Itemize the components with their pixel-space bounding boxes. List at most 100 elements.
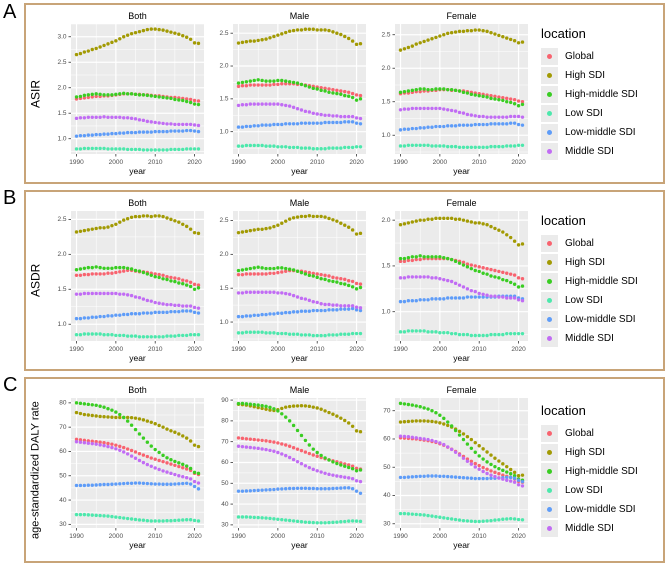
svg-text:40: 40 [383,492,391,499]
legend-item-high-sdi: High SDI [541,253,663,272]
svg-text:2.5: 2.5 [57,216,66,223]
svg-text:1.0: 1.0 [57,135,66,142]
legend-item-label: High-middle SDI [565,465,638,477]
svg-text:Male: Male [290,385,310,395]
svg-text:1.0: 1.0 [219,128,228,135]
svg-text:2000: 2000 [271,346,286,353]
svg-text:70: 70 [383,407,391,414]
legend-item-low-sdi: Low SDI [541,481,663,500]
svg-text:1.5: 1.5 [57,110,66,117]
svg-text:2000: 2000 [271,159,286,166]
svg-text:2010: 2010 [310,533,325,540]
y-axis-label-daly: age-standardized DALY rate [29,401,42,539]
svg-text:50: 50 [59,472,67,479]
legend-key-dot-icon [541,481,558,499]
legend-item-high-sdi: High SDI [541,66,663,85]
legend-key-dot-icon [541,330,558,347]
svg-text:90: 90 [221,397,229,404]
legend-key-dot-icon [541,500,558,518]
svg-text:2.5: 2.5 [219,217,228,224]
svg-text:1990: 1990 [69,533,84,540]
panel-letter-a: A [3,1,17,23]
svg-text:2010: 2010 [148,159,163,166]
svg-text:Female: Female [446,11,476,21]
legend-item-global: Global [541,234,663,253]
legend-key-dot-icon [541,86,558,103]
legend-item-high-sdi: High SDI [541,443,663,462]
svg-text:1990: 1990 [69,159,84,166]
subplot-a-both: Both 1.0 1.5 2.0 2.5 3.0 1990 2000 2010 2020 year [45,5,207,182]
svg-text:2020: 2020 [187,346,202,353]
subplot-b-male: Male 1.0 1.5 2.0 2.5 1990 2000 2010 2020 year [207,192,369,369]
legend-item-high-middle-sdi: High-middle SDI [541,85,663,104]
legend-item-global: Global [541,47,663,66]
legend-items: Global High SDI High-middle SDI Low SDI Low-… [541,234,663,348]
svg-text:2020: 2020 [349,159,364,166]
svg-text:1.0: 1.0 [381,308,390,315]
svg-text:1990: 1990 [231,533,246,540]
svg-text:2010: 2010 [472,346,487,353]
svg-text:2000: 2000 [271,533,286,540]
svg-text:2020: 2020 [511,533,526,540]
legend-item-high-middle-sdi: High-middle SDI [541,272,663,291]
legend-item-label: High SDI [565,70,606,81]
svg-text:1990: 1990 [69,346,84,353]
svg-text:2020: 2020 [511,159,526,166]
legend-key-dot-icon [541,273,558,290]
svg-text:2010: 2010 [148,533,163,540]
legend-items: Global High SDI High-middle SDI Low SDI Low-… [541,47,663,161]
svg-text:80: 80 [221,418,229,425]
legend-c: location Global High SDI High-middle SDI Lo… [531,379,663,561]
legend-item-label: Low SDI [565,108,603,119]
svg-text:1990: 1990 [393,533,408,540]
panel-a: ASIR Both 1.0 1.5 2.0 2.5 3.0 1990 2000 2010 2020… [24,3,665,184]
svg-text:80: 80 [59,400,67,407]
svg-text:2.0: 2.0 [381,65,390,72]
subplot-a-female: Female 1.0 1.5 2.0 2.5 1990 2000 2010 2020 year [369,5,531,182]
svg-text:60: 60 [221,459,229,466]
subplot-a-male: Male 1.0 1.5 2.0 2.5 1990 2000 2010 2020 year [207,5,369,182]
legend-items: Global High SDI High-middle SDI Low SDI Low-… [541,424,663,538]
svg-text:3.0: 3.0 [57,33,66,40]
legend-item-label: Middle SDI [565,333,614,344]
legend-item-global: Global [541,424,663,443]
svg-text:1.5: 1.5 [381,263,390,270]
svg-text:2.5: 2.5 [57,59,66,66]
legend-key-dot-icon [541,105,558,122]
svg-text:1990: 1990 [231,159,246,166]
svg-text:2010: 2010 [472,159,487,166]
panel-c: age-standardized DALY rate Both 30 40 50 60 7… [24,377,665,563]
svg-text:2000: 2000 [109,533,124,540]
legend-item-low-middle-sdi: Low-middle SDI [541,500,663,519]
svg-text:Female: Female [446,198,476,208]
legend-item-high-middle-sdi: High-middle SDI [541,462,663,481]
svg-text:2020: 2020 [187,533,202,540]
legend-item-label: Global [565,238,594,249]
svg-text:50: 50 [221,480,229,487]
legend-item-middle-sdi: Middle SDI [541,329,663,348]
svg-text:2000: 2000 [433,159,448,166]
legend-title: location [541,402,586,418]
svg-text:year: year [291,166,308,176]
svg-text:year: year [453,353,470,363]
svg-text:2020: 2020 [187,159,202,166]
svg-text:year: year [291,353,308,363]
legend-item-label: Low SDI [565,484,603,496]
svg-text:1.5: 1.5 [381,98,390,105]
svg-text:60: 60 [383,436,391,443]
subplot-c-female: Female 30 40 50 60 70 1990 2000 2010 2020 year [369,379,531,561]
subplot-b-both: Both 1.0 1.5 2.0 2.5 1990 2000 2010 2020 year [45,192,207,369]
svg-text:2.0: 2.0 [57,251,66,258]
svg-text:40: 40 [59,497,67,504]
legend-key-dot-icon [541,48,558,65]
svg-text:2.0: 2.0 [57,84,66,91]
svg-text:2000: 2000 [433,533,448,540]
svg-text:year: year [129,540,146,550]
legend-a: location Global High SDI High-middle SDI Lo… [531,5,663,182]
svg-text:30: 30 [383,520,391,527]
legend-item-label: Global [565,51,594,62]
svg-text:year: year [129,166,146,176]
svg-text:2.5: 2.5 [219,30,228,37]
legend-key-dot-icon [541,311,558,328]
svg-text:30: 30 [59,521,67,528]
